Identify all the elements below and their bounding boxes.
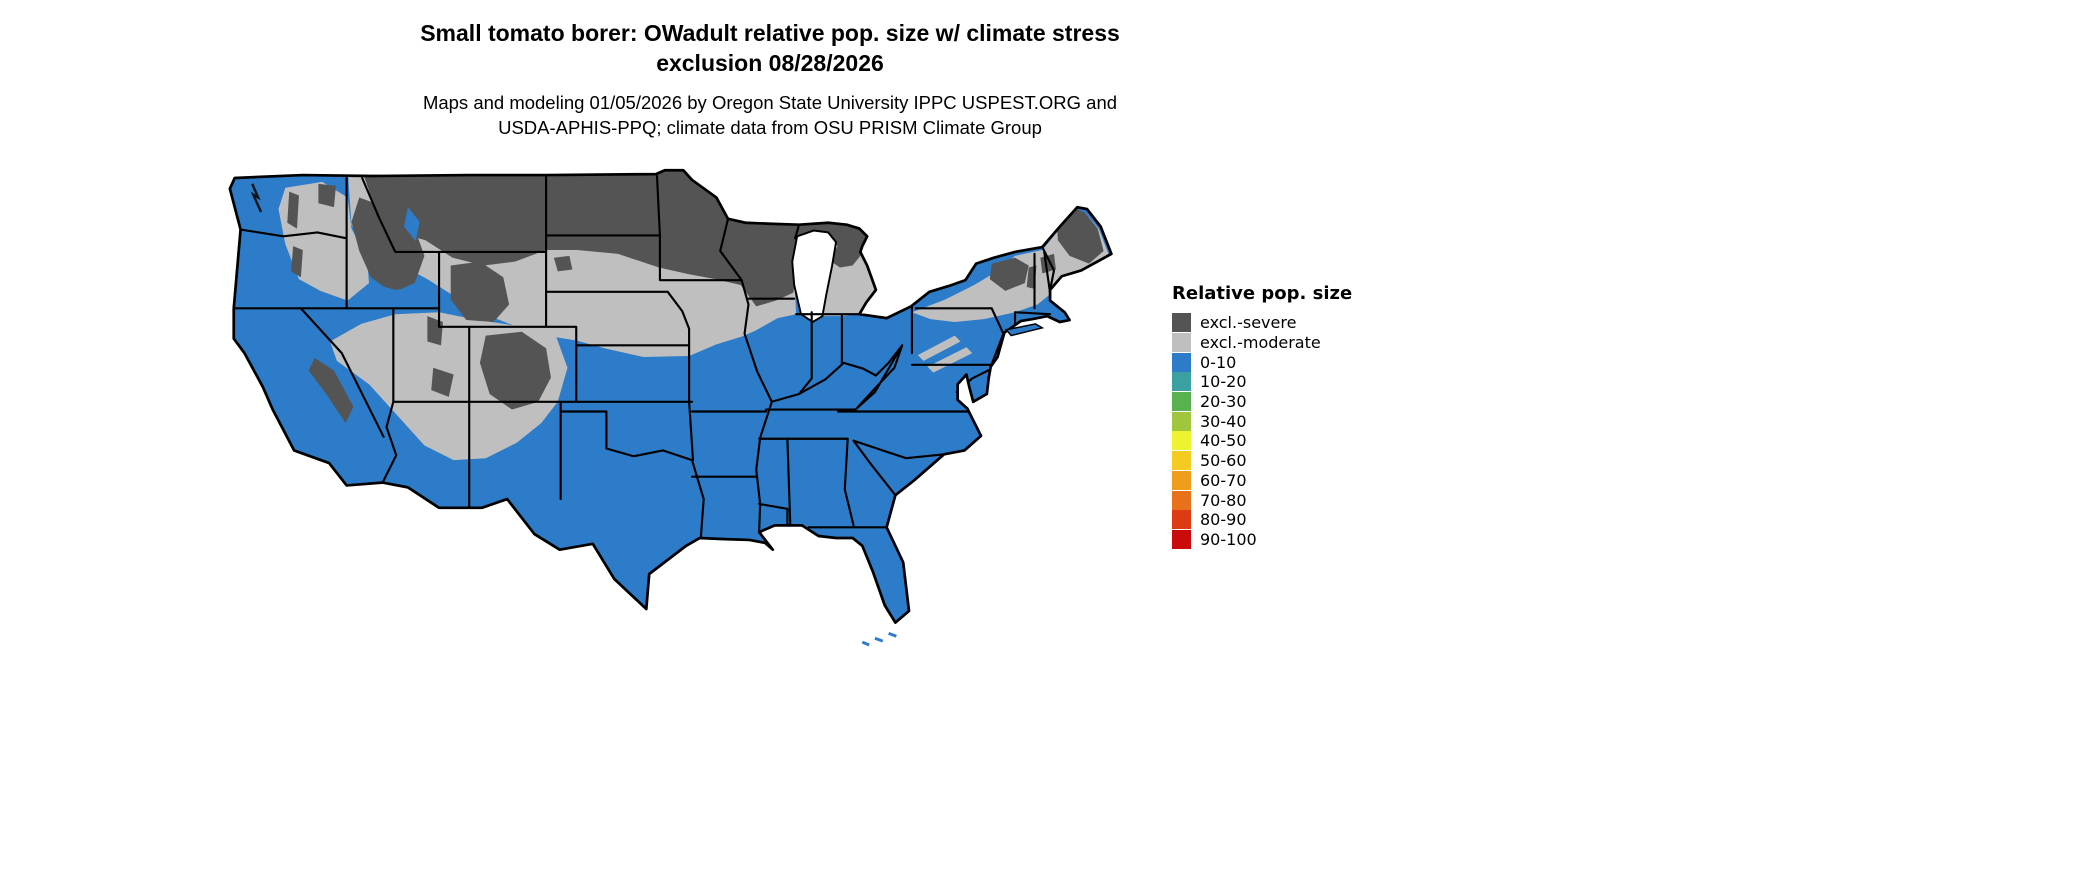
legend-label: 40-50: [1200, 431, 1247, 451]
map-subtitle: Maps and modeling 01/05/2026 by Oregon S…: [0, 90, 1540, 140]
legend-entry: 0-10: [1172, 352, 1362, 372]
legend-label: 60-70: [1200, 470, 1247, 490]
legend-entry: excl.-severe: [1172, 313, 1362, 333]
legend-swatch: [1172, 490, 1191, 510]
legend-entries: excl.-severe excl.-moderate 0-10 10-20 20-30…: [1172, 313, 1362, 549]
map-subtitle-line1: Maps and modeling 01/05/2026 by Oregon S…: [422, 92, 1118, 113]
legend: Relative pop. size excl.-severe excl.-mod…: [1172, 283, 1362, 549]
legend-entry: 60-70: [1172, 470, 1362, 491]
florida-keys: [861, 631, 897, 647]
legend-entry: 10-20: [1172, 372, 1362, 392]
legend-label: 0-10: [1200, 352, 1237, 372]
legend-swatch: [1172, 392, 1191, 412]
legend-entry: excl.-moderate: [1172, 333, 1362, 353]
legend-label: 50-60: [1200, 451, 1247, 471]
us-outline: [228, 168, 1113, 624]
legend-title: Relative pop. size: [1172, 283, 1353, 304]
legend-label: excl.-moderate: [1200, 333, 1321, 353]
legend-swatch: [1172, 431, 1191, 451]
legend-entry: 90-100: [1172, 529, 1362, 550]
lake-michigan: [791, 229, 838, 324]
legend-entry: 30-40: [1172, 411, 1362, 431]
map-title-line1: Small tomato borer: OWadult relative pop…: [420, 20, 1120, 46]
legend-label: 10-20: [1200, 372, 1247, 392]
legend-swatch: [1172, 451, 1191, 471]
legend-swatch: [1172, 352, 1191, 372]
legend-entry: 40-50: [1172, 431, 1362, 451]
legend-swatch: [1172, 411, 1191, 431]
legend-entry: 50-60: [1172, 451, 1362, 471]
legend-swatch: [1172, 372, 1191, 392]
us-map-svg: [228, 168, 1113, 647]
legend-swatch: [1172, 529, 1191, 549]
legend-label: excl.-severe: [1200, 313, 1297, 333]
legend-entry: 20-30: [1172, 392, 1362, 412]
map-subtitle-line2: USDA-APHIS-PPQ; climate data from OSU PR…: [498, 117, 1042, 138]
legend-swatch: [1172, 333, 1191, 353]
legend-entry: 80-90: [1172, 510, 1362, 530]
legend-label: 30-40: [1200, 411, 1247, 431]
state-borders: [232, 174, 1056, 540]
puget-sound: [250, 183, 263, 213]
map-title-line2: exclusion 08/28/2026: [656, 50, 884, 76]
map-severe-exclusion-region: [287, 170, 1104, 424]
long-island: [1004, 323, 1045, 337]
us-map: [225, 168, 1125, 655]
legend-entry: 70-80: [1172, 490, 1362, 510]
legend-label: 90-100: [1200, 529, 1257, 549]
legend-swatch: [1172, 313, 1191, 333]
map-valley-population-patches: [366, 207, 435, 307]
legend-swatch: [1172, 470, 1191, 490]
legend-label: 20-30: [1200, 392, 1247, 412]
figure-header: Small tomato borer: OWadult relative pop…: [0, 18, 1540, 140]
legend-swatch: [1172, 510, 1191, 530]
legend-label: 70-80: [1200, 490, 1247, 510]
legend-label: 80-90: [1200, 510, 1247, 530]
